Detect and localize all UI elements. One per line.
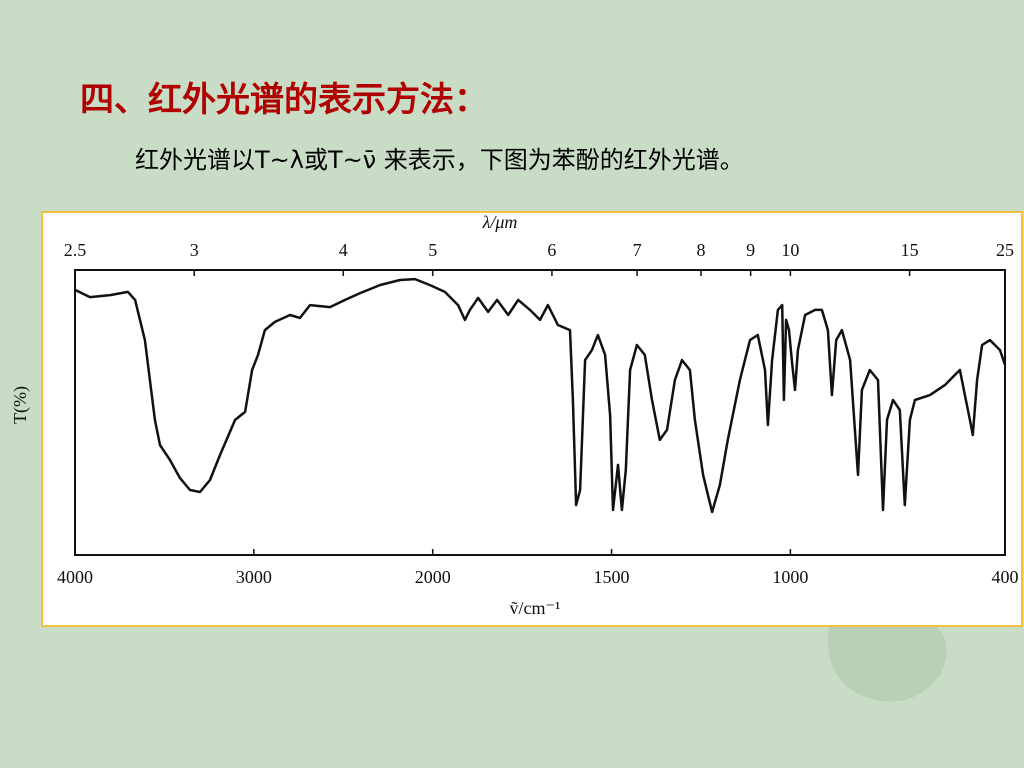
x-tick-label: 2000: [415, 567, 451, 587]
x-tick-label: 4000: [57, 567, 93, 587]
slide-title: 四、红外光谱的表示方法：: [80, 80, 488, 120]
x2-tick-label: 2.5: [64, 240, 87, 260]
x2-tick-label: 8: [696, 240, 705, 260]
x2-tick-label: 3: [190, 240, 199, 260]
x-tick-label: 400: [992, 567, 1019, 587]
x2-tick-label: 25: [996, 240, 1014, 260]
x-tick-label: 1000: [772, 567, 808, 587]
x-axis-label: ṽ/cm⁻¹: [510, 598, 561, 618]
plot-frame: [74, 269, 1006, 556]
x2-tick-label: 9: [746, 240, 755, 260]
decoration: [828, 603, 947, 702]
x2-tick-label: 5: [428, 240, 437, 260]
x-tick-label: 3000: [236, 567, 272, 587]
chart-frame: [41, 211, 1023, 627]
x2-tick-label: 6: [547, 240, 556, 260]
spectrum-line: [74, 277, 1007, 514]
slide-subtitle: 红外光谱以T~λ或T~ν̄ 来表示，下图为苯酚的红外光谱。: [135, 146, 744, 174]
x2-tick-label: 4: [339, 240, 348, 260]
x2-axis-label: λ/μm: [482, 212, 518, 232]
y-axis-label: T(%): [10, 386, 31, 424]
x2-tick-label: 7: [633, 240, 642, 260]
x2-tick-label: 15: [901, 240, 919, 260]
x2-tick-label: 10: [781, 240, 799, 260]
x-tick-label: 1500: [594, 567, 630, 587]
